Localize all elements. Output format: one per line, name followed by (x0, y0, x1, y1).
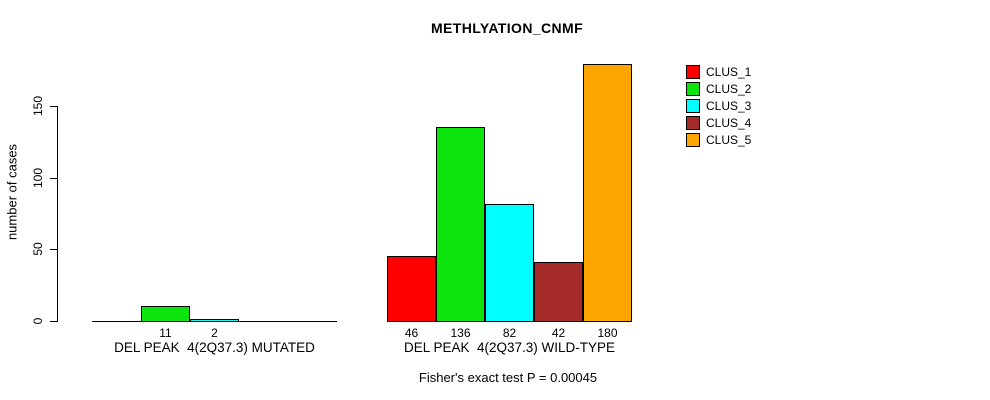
y-tick (50, 178, 57, 179)
legend-swatch-icon (686, 99, 700, 113)
bar-clus_2 (141, 306, 190, 322)
legend-row: CLUS_1 (686, 65, 751, 79)
y-tick (50, 106, 57, 107)
legend-swatch-icon (686, 65, 700, 79)
legend-label: CLUS_4 (706, 116, 752, 130)
legend-row: CLUS_2 (686, 82, 751, 96)
group-label: DEL PEAK 4(2Q37.3) MUTATED (114, 340, 315, 355)
bar-value-label: 136 (450, 326, 471, 340)
bar-value-label: 11 (159, 326, 172, 340)
fisher-annotation: Fisher's exact test P = 0.00045 (418, 370, 598, 385)
bar-clus_3 (485, 204, 534, 322)
bar-value-label: 2 (211, 326, 218, 340)
legend-row: CLUS_5 (686, 133, 751, 147)
legend-swatch-icon (686, 133, 700, 147)
bar-value-label: 46 (404, 326, 419, 340)
legend: CLUS_1 CLUS_2 CLUS_3 CLUS_4 CLUS_5 (686, 65, 751, 150)
bar-value-label: 42 (551, 326, 566, 340)
legend-label: CLUS_1 (706, 65, 752, 79)
bar-clus_5 (583, 64, 632, 322)
bar-clus_3 (190, 319, 239, 322)
legend-swatch-icon (686, 116, 700, 130)
y-tick-label: 150 (31, 95, 45, 117)
y-axis-line (57, 106, 58, 322)
legend-label: CLUS_2 (706, 82, 752, 96)
bar-value-label: 82 (502, 326, 517, 340)
legend-label: CLUS_3 (706, 99, 752, 113)
bar-clus_4 (534, 262, 583, 322)
legend-label: CLUS_5 (706, 133, 752, 147)
group-label: DEL PEAK 4(2Q37.3) WILD-TYPE (403, 340, 616, 355)
y-tick-label: 50 (31, 242, 45, 256)
y-tick (50, 321, 57, 322)
bar-clus_1 (387, 256, 436, 322)
chart-title: METHLYATION_CNMF (430, 20, 584, 36)
legend-row: CLUS_4 (686, 116, 751, 130)
legend-swatch-icon (686, 82, 700, 96)
y-tick-label: 0 (31, 317, 45, 325)
legend-row: CLUS_3 (686, 99, 751, 113)
bar-clus_2 (436, 127, 485, 322)
y-tick (50, 249, 57, 250)
bar-value-label: 180 (597, 326, 618, 340)
y-tick-label: 100 (31, 167, 45, 189)
